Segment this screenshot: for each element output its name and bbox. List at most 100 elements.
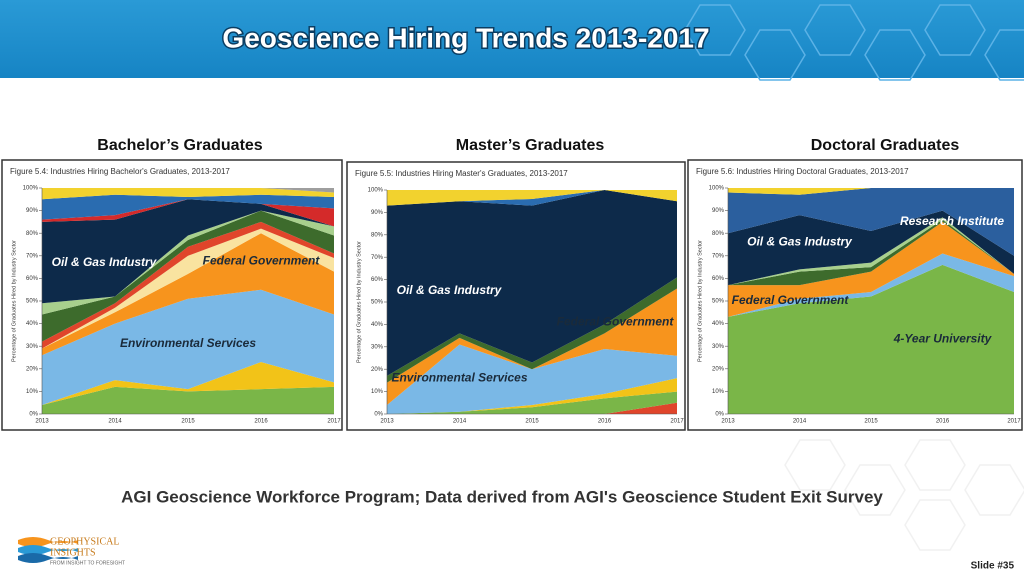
x-tick-label: 2017 — [327, 419, 341, 425]
chart-caption: Figure 5.4: Industries Hiring Bachelor's… — [10, 167, 230, 176]
y-axis-label: Percentage of Graduates Hired by Industr… — [697, 240, 703, 362]
x-tick-label: 2014 — [453, 419, 467, 425]
area-segment — [728, 221, 1014, 317]
x-tick-label: 2013 — [721, 419, 735, 425]
y-tick-label: 20% — [371, 367, 384, 373]
logo-stripe — [18, 553, 78, 563]
area-label: Oil & Gas Industry — [397, 283, 503, 297]
area-label: 4-Year University — [893, 332, 993, 346]
y-tick-label: 40% — [371, 322, 384, 328]
y-tick-label: 70% — [712, 253, 725, 259]
x-tick-label: 2015 — [525, 419, 539, 425]
y-tick-label: 20% — [26, 366, 39, 372]
y-tick-label: 60% — [371, 277, 384, 283]
y-axis-label: Percentage of Graduates Hired by Industr… — [356, 241, 362, 363]
y-tick-label: 60% — [712, 276, 725, 282]
area-segment — [42, 194, 334, 220]
y-tick-label: 50% — [712, 299, 725, 305]
y-tick-label: 50% — [371, 300, 384, 306]
header-pattern — [684, 4, 1024, 81]
area-segment — [387, 378, 677, 414]
area-segment — [42, 188, 334, 200]
x-tick-label: 2015 — [181, 419, 195, 425]
area-segment — [728, 264, 1014, 414]
x-tick-label: 2013 — [380, 419, 394, 425]
y-tick-label: 0% — [29, 412, 38, 418]
area-segment — [728, 253, 1014, 317]
header-band — [0, 0, 1024, 78]
chart-caption: Figure 5.6: Industries Hiring Doctoral G… — [696, 167, 909, 176]
background-pattern — [784, 439, 1024, 551]
slide-number: Slide #35 — [971, 561, 1015, 572]
area-segment — [42, 199, 334, 304]
logo-text: INSIGHTS — [50, 547, 96, 558]
area-label: Oil & Gas Industry — [52, 255, 158, 269]
y-tick-label: 30% — [26, 344, 39, 350]
area-label: Environmental Services — [120, 336, 256, 350]
y-tick-label: 80% — [371, 232, 384, 238]
area-segment — [728, 188, 1014, 256]
chart: Master’s Graduates Figure 5.5: Industries… — [346, 137, 686, 431]
y-tick-label: 50% — [26, 299, 39, 305]
x-tick-label: 2016 — [254, 419, 268, 425]
chart-caption: Figure 5.5: Industries Hiring Master's G… — [355, 169, 568, 178]
area-segment — [387, 190, 677, 206]
x-tick-label: 2016 — [598, 419, 612, 425]
area-label: Federal Government — [203, 254, 321, 268]
y-tick-label: 90% — [371, 210, 384, 216]
area-segment — [387, 190, 677, 206]
y-tick-label: 100% — [709, 186, 725, 192]
chart: Bachelor’s Graduates Figure 5.4: Industri… — [1, 137, 343, 431]
area-segment — [387, 288, 677, 406]
logo: GEOPHYSICAL INSIGHTS FROM INSIGHT TO FOR… — [18, 536, 125, 566]
x-tick-label: 2014 — [108, 419, 122, 425]
y-tick-label: 0% — [715, 412, 724, 418]
x-tick-label: 2013 — [35, 419, 49, 425]
y-tick-label: 70% — [371, 255, 384, 261]
y-tick-label: 90% — [712, 208, 725, 214]
y-tick-label: 40% — [26, 321, 39, 327]
area-label: Federal Government — [557, 314, 675, 328]
logo-text: GEOPHYSICAL — [50, 536, 119, 547]
area-segment — [42, 289, 334, 405]
chart-heading: Doctoral Graduates — [811, 137, 960, 154]
logo-stripe — [18, 537, 78, 547]
logo-stripe — [18, 545, 78, 555]
area-segment — [42, 210, 334, 315]
x-tick-label: 2016 — [936, 419, 950, 425]
x-tick-label: 2017 — [1007, 419, 1021, 425]
y-tick-label: 70% — [26, 253, 39, 259]
area-segment — [728, 210, 1014, 286]
y-tick-label: 100% — [368, 188, 384, 194]
logo-tagline: FROM INSIGHT TO FORESIGHT — [50, 560, 125, 566]
area-segment — [42, 386, 334, 414]
chart-heading: Master’s Graduates — [456, 137, 605, 154]
y-tick-label: 30% — [712, 344, 725, 350]
area-segment — [728, 188, 1014, 195]
area-label: Environmental Services — [391, 370, 527, 384]
area-segment — [42, 362, 334, 405]
y-tick-label: 10% — [371, 389, 384, 395]
chart: Doctoral Graduates Figure 5.6: Industries… — [687, 137, 1023, 431]
area-label: Federal Government — [732, 293, 850, 307]
y-tick-label: 10% — [712, 389, 725, 395]
area-label: Oil & Gas Industry — [747, 234, 853, 248]
area-segment — [387, 190, 677, 376]
area-segment — [387, 344, 677, 414]
area-segment — [42, 221, 334, 349]
y-tick-label: 30% — [371, 344, 384, 350]
y-tick-label: 90% — [26, 208, 39, 214]
y-tick-label: 60% — [26, 276, 39, 282]
y-tick-label: 40% — [712, 321, 725, 327]
x-tick-label: 2015 — [864, 419, 878, 425]
area-segment — [387, 402, 677, 414]
y-tick-label: 80% — [26, 231, 39, 237]
area-segment — [42, 199, 334, 227]
x-tick-label: 2014 — [793, 419, 807, 425]
area-segment — [42, 188, 334, 193]
area-segment — [42, 233, 334, 356]
y-tick-label: 80% — [712, 231, 725, 237]
y-axis-label: Percentage of Graduates Hired by Industr… — [11, 240, 17, 362]
chart-heading: Bachelor’s Graduates — [97, 137, 263, 154]
